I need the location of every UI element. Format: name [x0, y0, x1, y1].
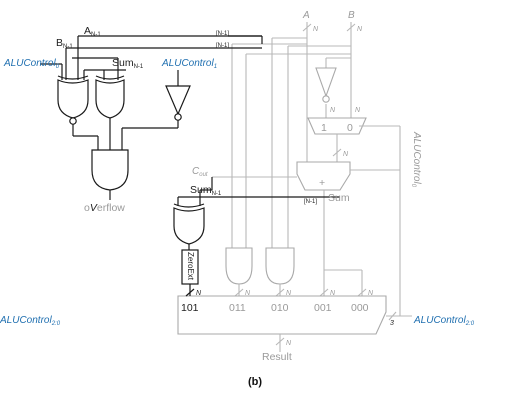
alucontrol1-label: ALUControl1 — [161, 58, 217, 70]
alucontrol0-label: ALUControl0 — [3, 58, 60, 70]
mux-in-1: 1 — [321, 122, 327, 134]
overflow-label: oVerflow — [84, 202, 125, 214]
mux-in-0: 0 — [347, 122, 353, 134]
mux-input-011: 011 — [229, 302, 246, 314]
overflow-logic — [40, 35, 340, 297]
a-bus-label: A — [302, 10, 310, 21]
sum-msb-mid-label: SumN-1 — [190, 184, 222, 197]
mux-out-slash — [332, 148, 342, 157]
xor-gate — [95, 79, 125, 119]
gray-datapath — [177, 22, 412, 352]
mux-out-width: N — [343, 151, 349, 158]
tap-label-sum: [N-1] — [304, 199, 317, 205]
and-out-width: N — [286, 290, 292, 297]
xnor-gate-1-bubble — [69, 117, 77, 125]
xnor-gate-1-back — [57, 75, 89, 80]
sum-out-label: Sum — [328, 192, 350, 204]
xnor-gate-2-back — [173, 203, 205, 208]
or-out-slash — [234, 288, 244, 297]
mux-input-101: 101 — [181, 302, 199, 314]
xor-gate-back — [95, 75, 125, 80]
zeroext-out-slash — [185, 288, 195, 297]
result-width: N — [286, 340, 292, 347]
and-out-slash — [275, 288, 285, 297]
slt-slash — [357, 288, 367, 297]
overflow-and-gate — [91, 149, 129, 191]
a-bus-width: N — [313, 26, 319, 33]
alucontrol0-side-label: ALUControl0 — [410, 131, 422, 188]
b-mux — [307, 117, 367, 135]
zeroext-label: ZeroExt — [186, 252, 195, 281]
adder-plus: + — [319, 177, 325, 189]
xnor-gate-1 — [57, 79, 89, 119]
sum-width: N — [330, 290, 336, 297]
alucontrol1-inverter-bubble — [174, 113, 182, 121]
result-slash — [275, 337, 285, 346]
alucontrol1-inverter — [165, 85, 191, 116]
mux-input-001: 001 — [314, 302, 332, 314]
alucontrol-left-label: ALUControl2:0 — [0, 315, 61, 327]
alucontrol-right-label: ALUControl2:0 — [413, 315, 475, 327]
labels: AN-1 BN-1 SumN-1 ALUControl0 ALUControl1… — [0, 10, 475, 388]
result-select-slash — [388, 311, 397, 321]
b-bus-label: B — [348, 10, 355, 21]
cout-label: Cout — [192, 166, 208, 178]
tap-label-b: [N-1] — [216, 43, 229, 49]
b-bus-width: N — [357, 26, 363, 33]
b-width: N — [355, 107, 361, 114]
b-bus-slash — [346, 23, 356, 32]
and-gate — [265, 247, 295, 285]
tap-label-a: [N-1] — [216, 31, 229, 37]
result-label: Result — [262, 351, 292, 363]
a-bus-slash — [302, 23, 312, 32]
or-gate — [225, 247, 253, 285]
select-width-label: 3 — [390, 320, 394, 327]
notb-width: N — [330, 107, 336, 114]
sum-slash — [319, 288, 329, 297]
mux-input-010: 010 — [271, 302, 289, 314]
sum-msb-top-label: SumN-1 — [112, 57, 144, 70]
a-msb-label: AN-1 — [84, 25, 101, 38]
b-inverter-bubble — [322, 95, 330, 103]
xnor-gate-2 — [173, 207, 205, 245]
slt-width: N — [368, 290, 374, 297]
b-inverter — [315, 67, 337, 98]
or-out-width: N — [245, 290, 251, 297]
adder — [296, 161, 351, 191]
figure-caption: (b) — [248, 376, 262, 388]
b-msb-label: BN-1 — [56, 37, 73, 50]
mux-input-000: 000 — [351, 302, 369, 314]
zeroext-width: N — [196, 290, 202, 297]
result-mux — [177, 295, 387, 335]
